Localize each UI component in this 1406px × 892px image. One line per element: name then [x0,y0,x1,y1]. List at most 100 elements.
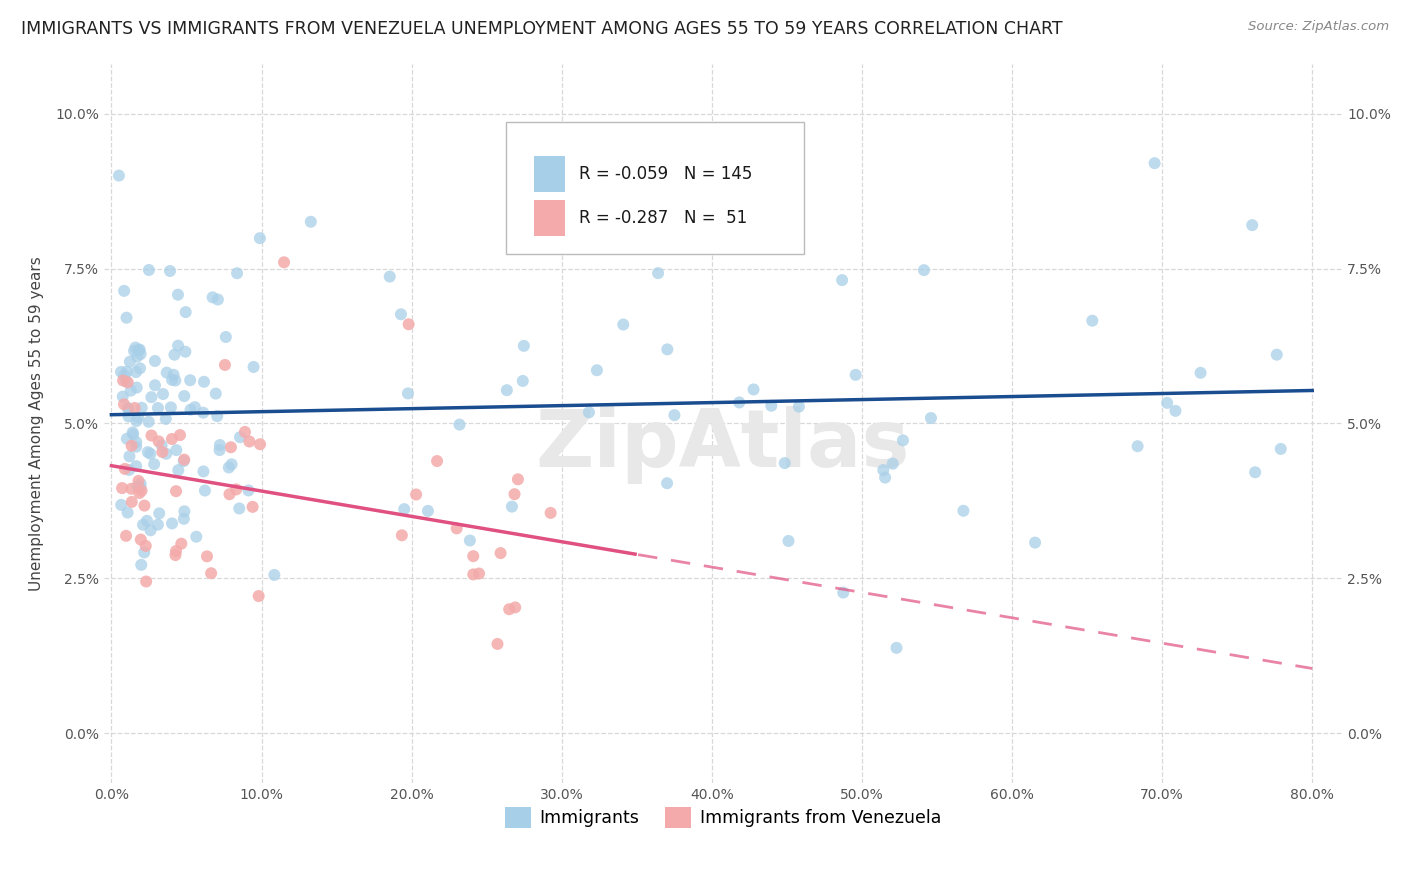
Point [125,440,148,454]
Point [127,350,149,364]
Point [612,318,634,332]
Point [249,231,271,245]
Point [489,546,512,560]
Point [193,375,215,389]
Point [886,640,908,655]
Point [121,425,143,440]
Point [165,544,187,558]
Point [129,347,152,361]
Point [118,463,141,477]
Point [118,354,141,368]
Point [742,383,765,397]
Point [112,284,135,298]
Point [446,521,468,535]
Point [131,401,153,415]
Point [238,483,260,498]
Point [143,378,166,392]
Point [221,458,243,472]
Point [117,402,139,417]
Point [787,400,810,414]
Point [540,506,562,520]
Text: R = -0.287   N =  51: R = -0.287 N = 51 [579,209,748,227]
Point [1156,396,1178,410]
Point [664,408,686,422]
Point [426,454,449,468]
Point [173,504,195,518]
Point [498,602,520,616]
Point [247,589,270,603]
Point [208,443,231,458]
Point [378,269,401,284]
Point [134,545,156,559]
Point [208,438,231,452]
Point [1143,156,1166,170]
Point [129,533,152,547]
Point [160,373,183,387]
Point [120,384,142,398]
Point [143,457,166,471]
Point [136,445,159,459]
Point [115,529,138,543]
Point [405,487,427,501]
Point [952,504,974,518]
Point [200,566,222,581]
Point [121,439,143,453]
Point [150,445,173,459]
Point [184,400,207,414]
Point [416,504,439,518]
Point [111,390,134,404]
Point [1024,535,1046,549]
Point [112,397,135,411]
Point [165,443,187,458]
Point [155,412,177,426]
Point [127,480,149,494]
Point [1339,211,1361,226]
Point [112,368,135,383]
Point [882,457,904,471]
Point [134,499,156,513]
Point [396,386,419,401]
Point [127,474,149,488]
Point [128,486,150,500]
Point [228,501,250,516]
Point [163,348,186,362]
Point [128,343,150,357]
Point [174,344,197,359]
Point [128,343,150,357]
Point [263,568,285,582]
Point [647,266,669,280]
Point [205,409,228,424]
Point [122,427,145,442]
Point [150,438,173,452]
Point [167,287,190,301]
Y-axis label: Unemployment Among Ages 55 to 59 years: Unemployment Among Ages 55 to 59 years [30,256,44,591]
Point [214,358,236,372]
Point [1265,348,1288,362]
Point [124,341,146,355]
Text: Source: ZipAtlas.com: Source: ZipAtlas.com [1249,20,1389,33]
Point [273,255,295,269]
Text: IMMIGRANTS VS IMMIGRANTS FROM VENEZUELA UNEMPLOYMENT AMONG AGES 55 TO 59 YEARS C: IMMIGRANTS VS IMMIGRANTS FROM VENEZUELA … [21,20,1063,37]
Point [155,447,177,461]
Point [117,401,139,415]
Point [391,528,413,542]
Point [170,537,193,551]
Point [141,390,163,404]
Point [110,365,132,379]
Point [160,516,183,531]
Point [242,359,264,374]
Point [225,483,247,497]
Point [152,387,174,401]
Point [148,434,170,449]
Point [148,507,170,521]
Point [215,330,238,344]
Point [115,310,138,325]
Point [761,399,783,413]
Legend: Immigrants, Immigrants from Venezuela: Immigrants, Immigrants from Venezuela [498,800,949,835]
Point [242,500,264,514]
Point [115,432,138,446]
Point [186,530,208,544]
Point [219,440,242,454]
Point [129,476,152,491]
Point [125,381,148,395]
